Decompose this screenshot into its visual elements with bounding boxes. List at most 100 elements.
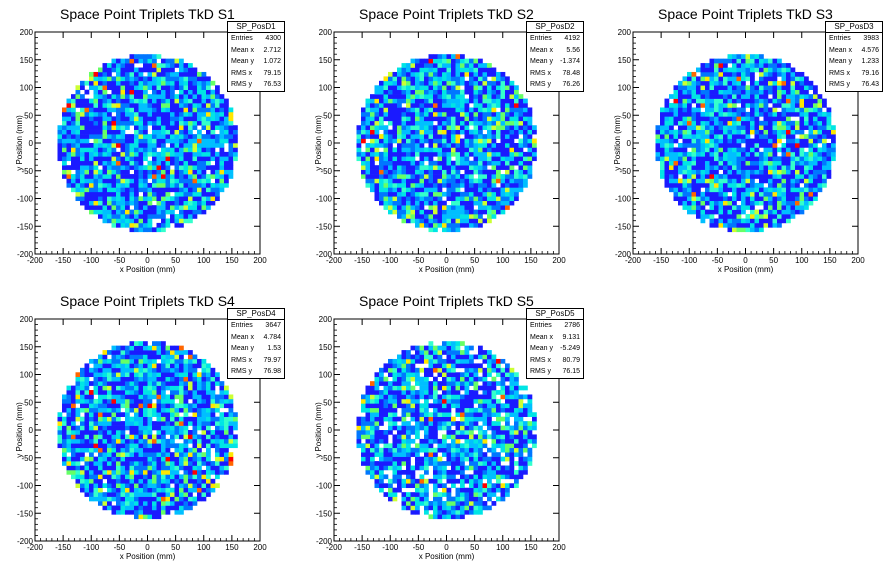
heatmap-cell [107, 452, 112, 457]
heatmap-cell [179, 487, 184, 493]
heatmap-cell [451, 134, 456, 139]
heatmap-cell [664, 156, 670, 162]
heatmap-cell [66, 425, 72, 431]
heatmap-cell [210, 129, 216, 135]
heatmap-cell [147, 196, 153, 202]
heatmap-cell [401, 182, 407, 188]
heatmap-cell [523, 134, 528, 139]
heatmap-cell [75, 111, 81, 117]
heatmap-cell [183, 492, 189, 497]
heatmap-cell [134, 76, 139, 82]
heatmap-cell [152, 191, 157, 197]
heatmap-cell [107, 160, 112, 166]
heatmap-cell [179, 496, 184, 502]
heatmap-cell [111, 474, 117, 480]
heatmap-cell [768, 200, 773, 206]
heatmap-cell [174, 407, 180, 413]
heatmap-cell [732, 169, 737, 175]
heatmap-cell [84, 205, 90, 210]
heatmap-cell [759, 111, 764, 117]
heatmap-cell [487, 151, 492, 157]
heatmap-cell [424, 196, 429, 202]
heatmap-cell [143, 89, 148, 95]
heatmap-cell [437, 58, 443, 64]
heatmap-cell [433, 147, 438, 153]
heatmap-cell [134, 398, 139, 404]
heatmap-cell [161, 111, 166, 117]
heatmap-cell [143, 116, 148, 122]
heatmap-cell [754, 169, 760, 175]
heatmap-cell [66, 430, 72, 435]
heatmap-cell [201, 94, 207, 99]
heatmap-cell [415, 209, 420, 215]
heatmap-cell [98, 187, 103, 193]
heatmap-cell [419, 187, 425, 193]
heatmap-cell [80, 487, 85, 493]
heatmap-cell [741, 76, 746, 82]
heatmap-cell [790, 169, 796, 175]
heatmap-cell [111, 416, 117, 422]
heatmap-cell [111, 169, 117, 175]
heatmap-cell [514, 98, 519, 104]
heatmap-cell [460, 107, 465, 113]
heatmap-cell [523, 182, 528, 188]
heatmap-cell [804, 191, 809, 197]
heatmap-cell [125, 461, 130, 466]
heatmap-cell [170, 134, 175, 139]
heatmap-cell [808, 174, 814, 179]
heatmap-cell [433, 63, 438, 68]
heatmap-cell [161, 381, 166, 386]
heatmap-cell [509, 143, 515, 148]
heatmap-cell [80, 398, 85, 404]
heatmap-cell [383, 178, 389, 184]
heatmap-cell [736, 67, 742, 73]
heatmap-cell [165, 63, 171, 68]
heatmap-cell [134, 147, 139, 153]
heatmap-cell [161, 98, 166, 104]
heatmap-cell [125, 209, 130, 215]
heatmap-cell [464, 214, 470, 219]
heatmap-cell [415, 151, 420, 157]
heatmap-cell [718, 165, 724, 170]
heatmap-cell [84, 394, 90, 400]
heatmap-cell [813, 196, 818, 202]
heatmap-cell [134, 116, 139, 122]
heatmap-cell [107, 67, 112, 73]
heatmap-cell [134, 354, 139, 360]
heatmap-cell [210, 107, 216, 113]
stats-label: Mean x [231, 46, 254, 54]
heatmap-cell [197, 85, 202, 91]
heatmap-cell [768, 151, 773, 157]
heatmap-cell [134, 452, 139, 457]
heatmap-cell [161, 341, 166, 346]
heatmap-cell [460, 156, 465, 162]
heatmap-cell [71, 156, 76, 162]
heatmap-cell [523, 165, 528, 170]
heatmap-cell [134, 430, 139, 435]
heatmap-cell [527, 125, 533, 130]
heatmap-cell [179, 394, 184, 400]
heatmap-cell [754, 151, 760, 157]
heatmap-cell [152, 169, 157, 175]
heatmap-cell [179, 174, 184, 179]
heatmap-cell [134, 80, 139, 86]
heatmap-cell [84, 147, 90, 153]
heatmap-cell [120, 487, 126, 493]
heatmap-cell [116, 469, 121, 475]
heatmap-cell [228, 134, 234, 139]
heatmap-cell [799, 147, 805, 153]
heatmap-cell [428, 143, 434, 148]
heatmap-cell [745, 191, 751, 197]
heatmap-cell [71, 116, 76, 122]
heatmap-cell [75, 178, 81, 184]
heatmap-cell [826, 165, 832, 170]
heatmap-cell [102, 447, 108, 453]
heatmap-cell [98, 196, 103, 202]
heatmap-cell [71, 125, 76, 130]
heatmap-cell [93, 80, 99, 86]
heatmap-cell [415, 67, 420, 73]
heatmap-cell [750, 160, 755, 166]
heatmap-cell [750, 151, 755, 157]
heatmap-cell [482, 174, 488, 179]
heatmap-cell [197, 143, 202, 148]
